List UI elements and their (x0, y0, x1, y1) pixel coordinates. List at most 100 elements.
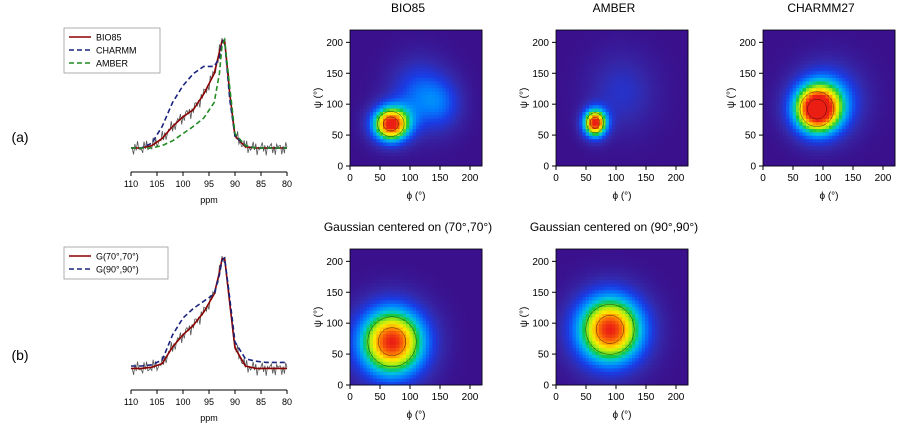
heatmap-cell (855, 84, 860, 89)
heatmap-cell (605, 87, 610, 92)
heatmap-cell (822, 47, 827, 51)
heatmap-cell (416, 74, 420, 78)
heatmap-cell (809, 74, 813, 78)
heatmap-cell (572, 138, 577, 143)
heatmap-cell (615, 152, 620, 157)
heatmap-cell (608, 53, 613, 58)
heatmap-cell (838, 57, 843, 61)
heatmap-cell (809, 121, 813, 126)
heatmap-cell (812, 162, 817, 167)
heatmap-cell (386, 57, 390, 61)
heatmap-cell (786, 33, 790, 38)
heatmap-cell (462, 94, 466, 99)
heatmap-cell (612, 77, 616, 82)
heatmap-cell (622, 40, 626, 44)
heatmap-cell (668, 87, 672, 92)
heatmap-cell (449, 70, 453, 75)
heatmap-cell (786, 43, 790, 48)
heatmap-cell (409, 159, 414, 163)
heatmap-cell (556, 67, 560, 72)
heatmap-cell (618, 87, 623, 92)
heatmap-cell (445, 53, 450, 58)
heatmap-cell (452, 115, 456, 119)
heatmap-cell (602, 87, 606, 92)
heatmap-cell (792, 152, 797, 157)
heatmap-cell (605, 145, 610, 150)
heatmap-cell (674, 77, 679, 82)
heatmap-cell (369, 149, 374, 153)
heatmap-cell (848, 132, 853, 136)
heatmap-cell (681, 152, 686, 157)
heatmap-cell (379, 81, 384, 85)
heatmap-cell (472, 152, 476, 157)
heatmap-cell (406, 43, 410, 48)
heatmap-cell (638, 145, 643, 150)
heatmap-cell (559, 60, 563, 65)
heatmap-cell (366, 40, 371, 44)
heatmap-cell (359, 142, 364, 146)
heatmap-cell (416, 115, 420, 119)
heatmap-cell (862, 84, 866, 89)
heatmap-cell (891, 118, 896, 123)
heatmap-cell (885, 36, 889, 41)
heatmap-cell (661, 145, 666, 150)
heatmap-cell (668, 135, 672, 140)
heatmap-cell (809, 60, 813, 65)
heatmap-cell (602, 125, 606, 129)
heatmap-cell (458, 128, 463, 133)
heatmap-cell (628, 57, 633, 61)
heatmap-cell (838, 64, 843, 68)
heatmap-cell (386, 74, 390, 78)
heatmap-cell (638, 91, 643, 95)
heatmap-cell (829, 111, 833, 116)
heatmap-cell (802, 98, 807, 102)
heatmap-cell (406, 142, 410, 146)
heatmap-cell (858, 33, 863, 38)
heatmap-cell (562, 104, 567, 109)
heatmap-cell (664, 64, 669, 68)
heatmap-cell (651, 84, 656, 89)
heatmap-cell (885, 77, 889, 82)
heatmap-cell (422, 128, 427, 133)
heatmap-cell (664, 155, 669, 160)
heatmap-cell (855, 47, 860, 51)
heatmap-cell (409, 142, 414, 146)
heatmap-cell (881, 128, 886, 133)
heatmap-cell (416, 108, 420, 112)
heatmap-cell (569, 60, 573, 65)
heatmap-cell (776, 40, 780, 44)
heatmap-cell (852, 132, 856, 136)
heatmap-cell (631, 115, 636, 119)
heatmap-cell (812, 43, 817, 48)
heatmap-cell (602, 108, 606, 112)
heatmap-cell (858, 104, 863, 109)
heatmap-cell (429, 142, 433, 146)
heatmap-cell (379, 57, 384, 61)
heatmap-cell (475, 53, 480, 58)
heatmap-cell (402, 50, 407, 55)
heatmap-cell (674, 138, 679, 143)
heatmap-cell (602, 30, 606, 34)
heatmap-cell (822, 128, 827, 133)
heatmap-cell (468, 53, 473, 58)
heatmap-cell (885, 57, 889, 61)
heatmap-cell (648, 135, 653, 140)
heatmap-cell (796, 118, 800, 123)
heatmap-cell (572, 60, 577, 65)
heatmap-cell (389, 43, 394, 48)
heatmap-cell (449, 64, 453, 68)
heatmap-cell (799, 135, 803, 140)
heatmap-cell (769, 128, 774, 133)
heatmap-cell (605, 138, 610, 143)
heatmap-cell (661, 162, 666, 167)
heatmap-cell (442, 159, 447, 163)
heatmap-cell (789, 87, 794, 92)
y-tick-label: 100 (326, 100, 343, 111)
heatmap-cell (416, 30, 420, 34)
heatmap-cell (815, 77, 820, 82)
heatmap-cell (565, 40, 570, 44)
heatmap-cell (842, 91, 846, 95)
heatmap-cell (350, 135, 354, 140)
heatmap-cell (868, 64, 873, 68)
heatmap-cell (353, 64, 357, 68)
